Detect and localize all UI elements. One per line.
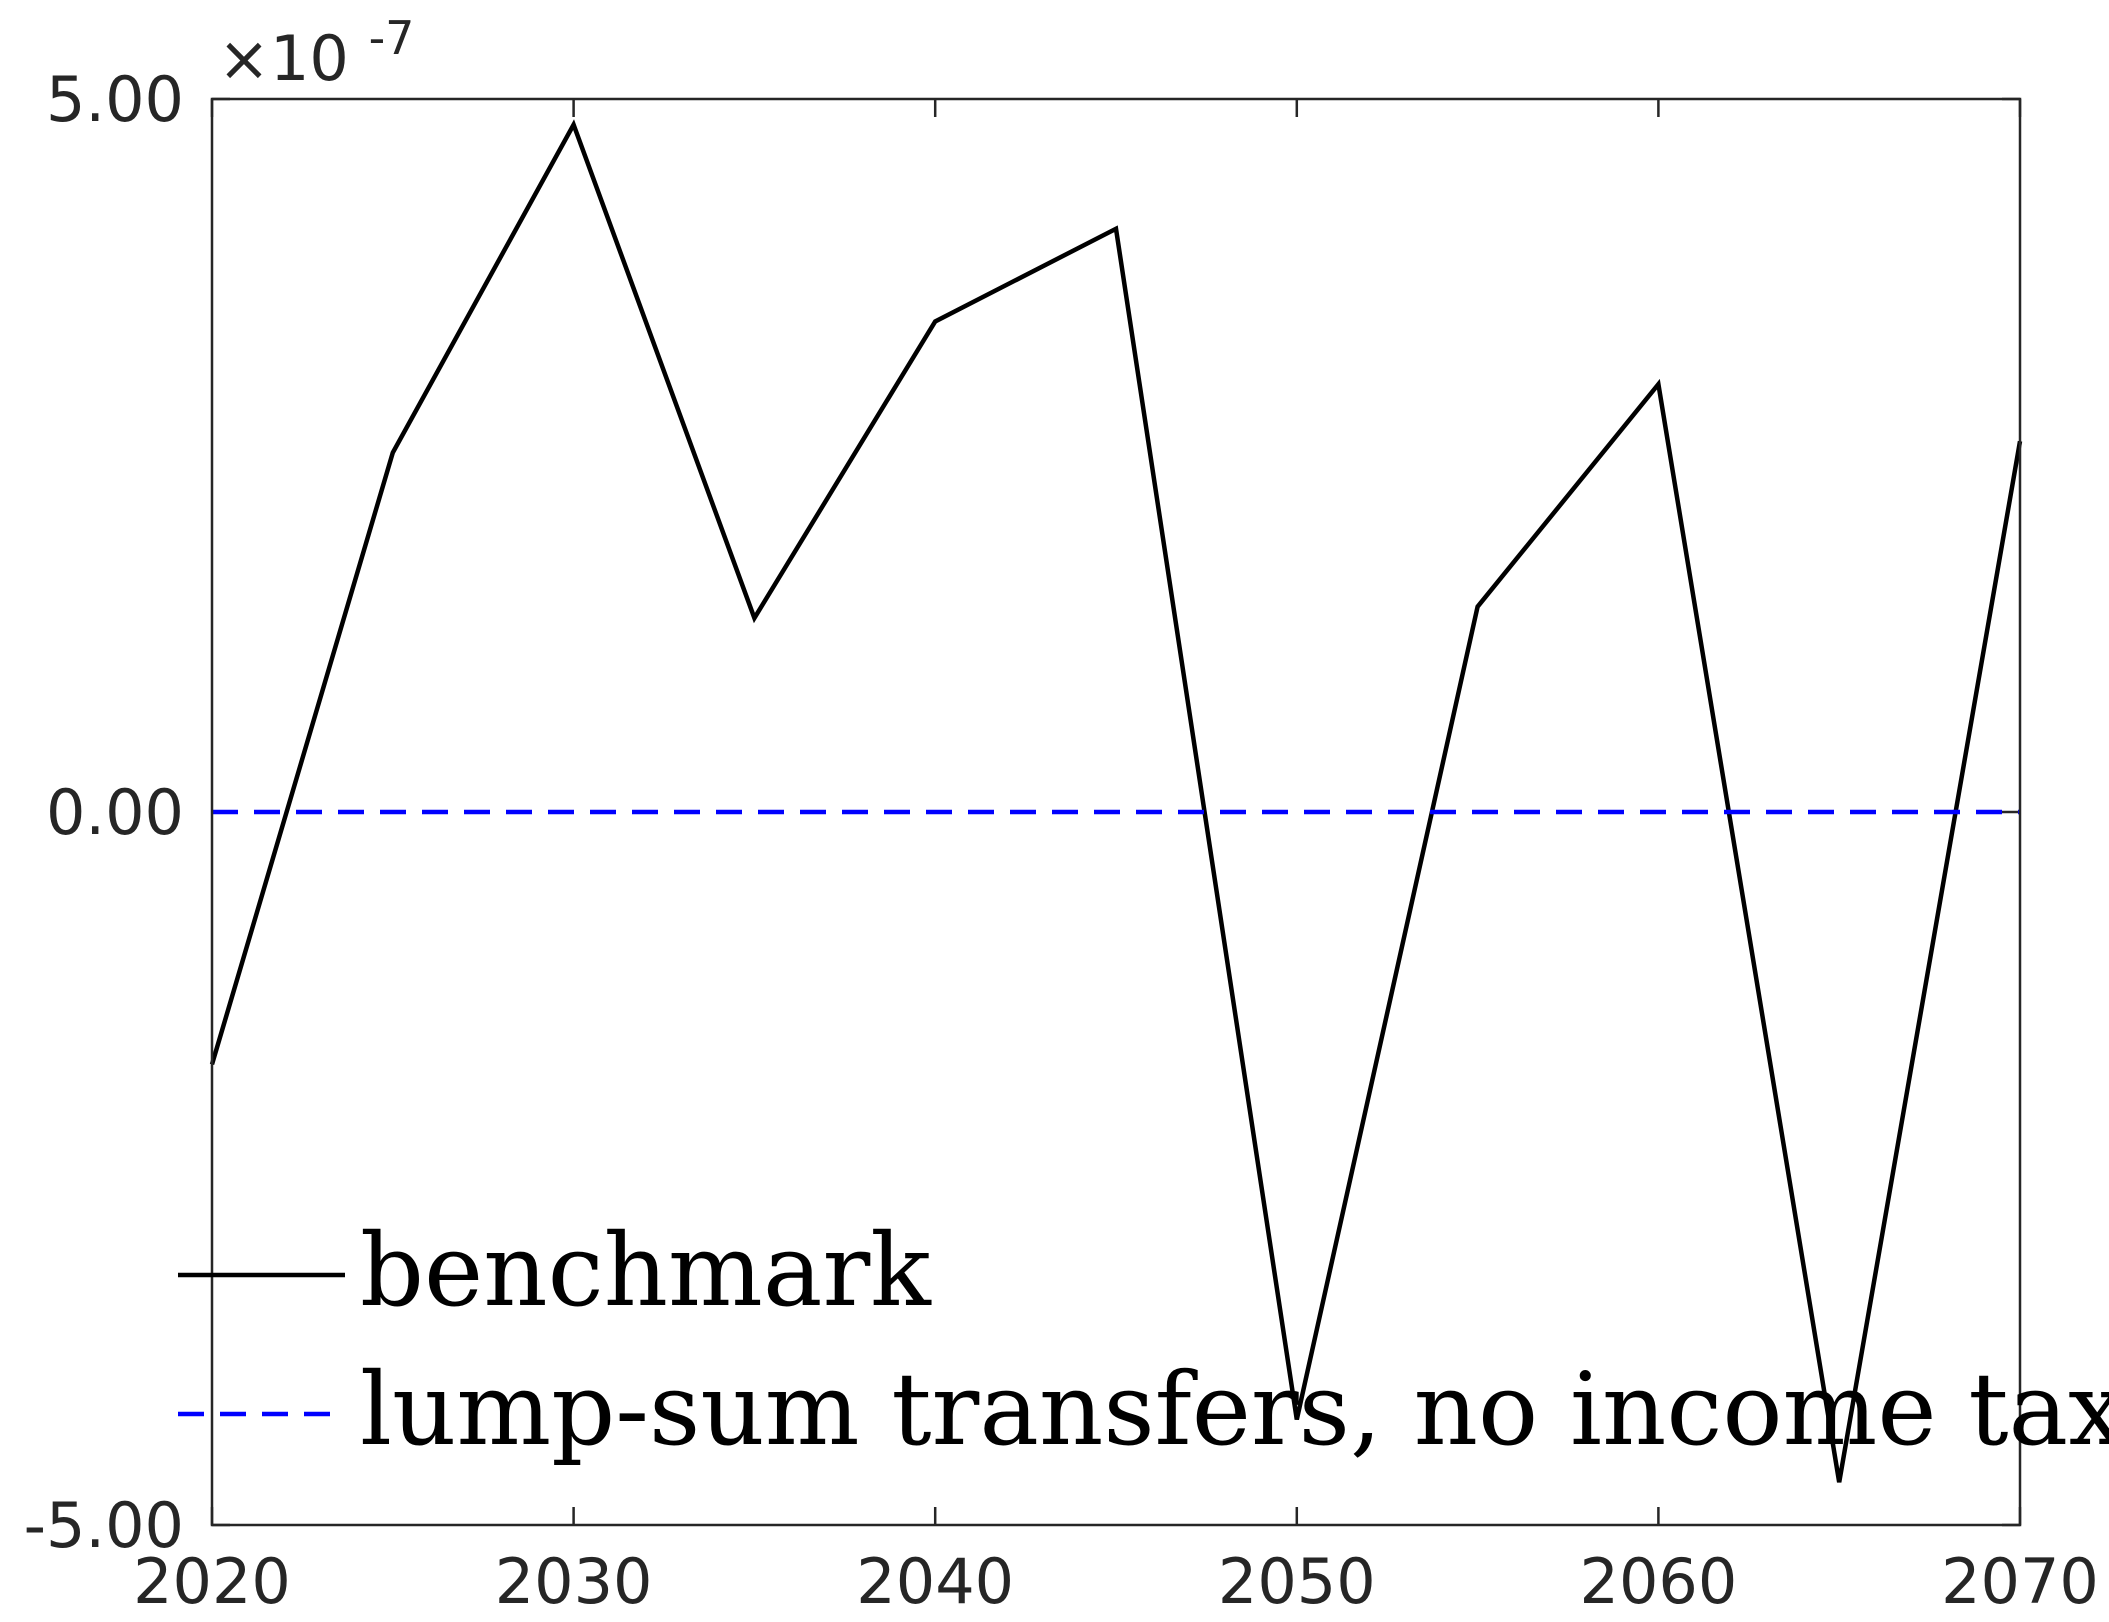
y-tick-label: -5.00: [24, 1489, 184, 1562]
x-tick-label: 2030: [495, 1545, 653, 1618]
y-tick-label: 0.00: [46, 776, 184, 849]
y-tick-label: 5.00: [46, 63, 184, 136]
x-tick-label: 2070: [1941, 1545, 2099, 1618]
legend: benchmark lump-sum transfers, no income t…: [178, 1212, 2109, 1468]
y-axis-exponent-power: -7: [369, 11, 415, 65]
series-line-solid: [209, 119, 2023, 1483]
legend-label: lump-sum transfers, no income tax: [360, 1351, 2109, 1468]
x-tick-label: 2050: [1218, 1545, 1376, 1618]
tick-labels: 2020 2030 2040 2050 2060 2070 -5.00 0.00 5.00: [24, 63, 2099, 1618]
plot-frame: [210, 97, 2022, 1527]
x-tick-label: 2040: [856, 1545, 1014, 1618]
series-layer: [209, 119, 2023, 1483]
y-axis-exponent-prefix: ×10: [218, 22, 349, 95]
legend-label: benchmark: [360, 1212, 932, 1329]
y-axis-exponent: ×10 -7: [218, 11, 414, 95]
x-tick-label: 2060: [1580, 1545, 1738, 1618]
x-tick-label: 2020: [133, 1545, 291, 1618]
